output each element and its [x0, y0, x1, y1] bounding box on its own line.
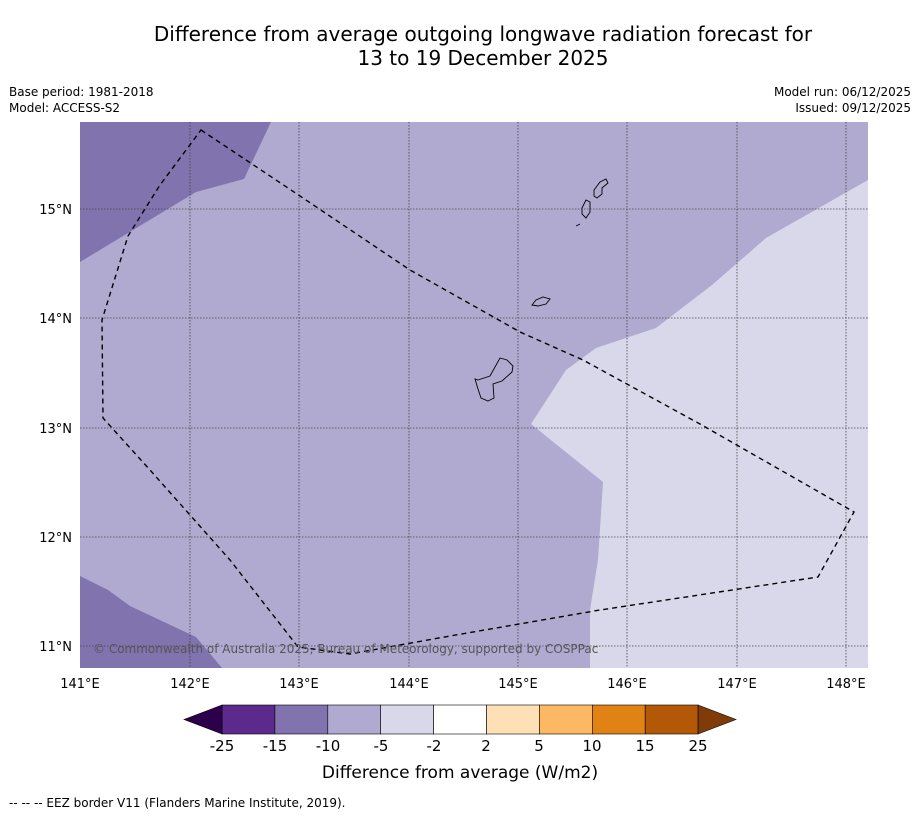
cb-tick-8: 15 [635, 737, 654, 755]
model-run: Model run: 06/12/2025 [773, 85, 911, 99]
title-line-1: Difference from average outgoing longwav… [153, 22, 813, 46]
base-period: Base period: 1981-2018 [9, 85, 154, 99]
lon-label-145: 145°E [498, 677, 538, 692]
colorbar-segment [486, 704, 540, 735]
cb-tick-3: -5 [374, 737, 389, 755]
lon-label-143: 143°E [279, 677, 319, 692]
cb-tick-6: 5 [534, 737, 544, 755]
title-line-2: 13 to 19 December 2025 [357, 46, 609, 70]
lat-labels: 15°N 14°N 13°N 12°N 11°N [39, 203, 72, 655]
aguijan-island [575, 223, 581, 227]
graticule [80, 122, 868, 668]
saipan-island [593, 178, 609, 199]
guam-island [474, 357, 514, 402]
lat-label-15: 15°N [39, 203, 72, 218]
colorbar-segment [221, 704, 276, 735]
issued-date: Issued: 09/12/2025 [795, 101, 911, 115]
lon-labels: 141°E 142°E 143°E 144°E 145°E 146°E 147°… [60, 677, 866, 692]
meta-right: Model run: 06/12/2025 Issued: 09/12/2025 [774, 84, 911, 116]
colorbar-segment [644, 704, 699, 735]
map-title: Difference from average outgoing longwav… [0, 22, 919, 70]
cb-tick-4: -2 [427, 737, 442, 755]
lon-label-146: 146°E [607, 677, 647, 692]
lon-label-144: 144°E [389, 677, 429, 692]
colorbar-segment [591, 704, 646, 735]
meta-left: Base period: 1981-2018 Model: ACCESS-S2 [9, 84, 154, 116]
cb-tick-5: 2 [481, 737, 491, 755]
lon-label-148: 148°E [826, 677, 866, 692]
lat-label-12: 12°N [39, 531, 72, 546]
islands [474, 178, 609, 402]
copyright-text: © Commonwealth of Australia 2025, Bureau… [93, 642, 598, 656]
lat-label-11: 11°N [39, 640, 72, 655]
anomaly-region-bottom-left [80, 576, 222, 668]
lat-label-14: 14°N [39, 312, 72, 327]
model-name: Model: ACCESS-S2 [9, 101, 121, 115]
anomaly-region-top-left [80, 122, 271, 262]
cb-tick-0: -25 [210, 737, 235, 755]
colorbar-label: Difference from average (W/m2) [322, 763, 598, 783]
colorbar-segment [274, 704, 329, 735]
lon-label-141: 141°E [60, 677, 100, 692]
tinian-island [581, 199, 591, 219]
cb-tick-9: 25 [688, 737, 707, 755]
colorbar-over-arrow [697, 704, 737, 735]
cb-tick-2: -10 [316, 737, 341, 755]
colorbar-segment [327, 704, 381, 735]
rota-island [531, 296, 551, 307]
lon-label-147: 147°E [717, 677, 757, 692]
cb-tick-7: 10 [582, 737, 601, 755]
lat-label-13: 13°N [39, 422, 72, 437]
cb-tick-1: -15 [263, 737, 288, 755]
colorbar-under-arrow [183, 704, 223, 735]
colorbar-segment [380, 704, 434, 735]
colorbar [183, 704, 737, 735]
eez-footnote: -- -- -- EEZ border V11 (Flanders Marine… [9, 796, 346, 810]
colorbar-segment [433, 704, 487, 735]
lon-label-142: 142°E [170, 677, 210, 692]
colorbar-ticks: -25 -15 -10 -5 -2 2 5 10 15 25 [210, 737, 708, 755]
anomaly-field [80, 122, 868, 668]
colorbar-segment [539, 704, 593, 735]
eez-border-line [101, 129, 855, 655]
